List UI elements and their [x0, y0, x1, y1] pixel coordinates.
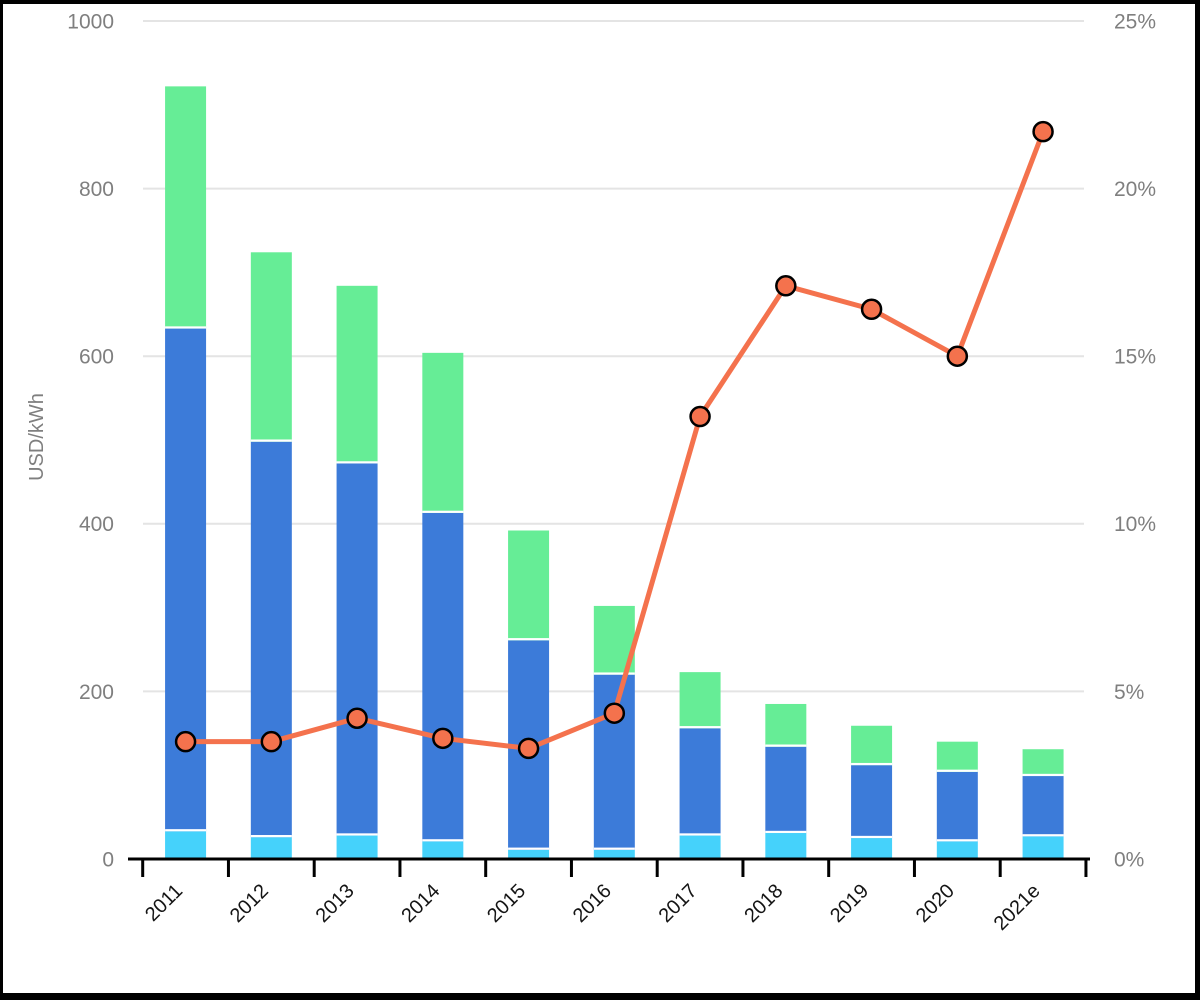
- data-point-marker-2011: [174, 730, 197, 753]
- left-tick-label: 1000: [67, 10, 114, 33]
- x-tick-label: 2015: [483, 880, 530, 927]
- bar-2011-bottom-segment-cyan: [165, 831, 207, 859]
- bar-segment-separator: [765, 830, 807, 834]
- bar-segment-separator: [508, 847, 550, 850]
- bar-2020-top-segment-green: [936, 741, 978, 772]
- bar-2019-bottom-segment-cyan: [851, 838, 893, 859]
- bar-2013-middle-segment-blue: [336, 463, 378, 836]
- data-point-marker-2016: [603, 702, 626, 724]
- bar-2015-top-segment-green: [508, 530, 550, 641]
- bar-2011-top-segment-green: [165, 86, 207, 329]
- bar-segment-separator: [851, 762, 893, 766]
- bar-segment-separator: [1022, 834, 1064, 837]
- bar-segment-separator: [422, 510, 464, 513]
- data-point-marker-2017: [689, 405, 711, 428]
- bar-2020-middle-segment-blue: [936, 771, 978, 842]
- x-tick-label: 2018: [740, 880, 787, 927]
- x-tick-label: 2019: [826, 880, 873, 927]
- data-point-marker-2014: [432, 727, 454, 750]
- bar-segment-separator: [336, 833, 378, 836]
- bar-2013-top-segment-green: [336, 285, 378, 464]
- right-tick-label: 10%: [1114, 513, 1156, 536]
- bar-segment-separator: [422, 839, 464, 842]
- x-tick-label: 2016: [569, 880, 616, 927]
- data-point-marker-2013: [346, 707, 368, 729]
- bar-2014-middle-segment-blue: [422, 512, 464, 842]
- data-point-marker-2012: [260, 730, 283, 753]
- data-point-marker-2015: [517, 737, 540, 760]
- bar-2012-top-segment-green: [250, 252, 292, 442]
- bar-2011-middle-segment-blue: [165, 328, 207, 832]
- bar-2014-top-segment-green: [422, 352, 464, 513]
- bar-segment-separator: [679, 833, 721, 836]
- bar-2013-bottom-segment-cyan: [336, 835, 378, 859]
- bar-segment-separator: [593, 672, 635, 675]
- bar-2021e-bottom-segment-cyan: [1022, 836, 1064, 859]
- stacked-bars: [165, 86, 1064, 859]
- left-tick-label: 200: [79, 681, 114, 704]
- data-point-marker-2019: [860, 298, 883, 321]
- trend-line-series: [174, 120, 1054, 760]
- left-tick-label: 400: [79, 513, 114, 536]
- right-tick-label: 5%: [1114, 681, 1144, 704]
- bar-segment-separator: [765, 744, 807, 747]
- right-tick-label: 0%: [1114, 848, 1144, 871]
- right-tick-label: 25%: [1114, 10, 1156, 33]
- bar-segment-separator: [593, 847, 635, 850]
- bar-2021e-middle-segment-blue: [1022, 776, 1064, 837]
- bar-2019-top-segment-green: [851, 725, 893, 766]
- bar-segment-separator: [165, 326, 207, 329]
- bar-segment-separator: [851, 835, 893, 839]
- bar-2020-bottom-segment-cyan: [936, 841, 978, 859]
- data-point-marker-2020: [946, 345, 969, 367]
- data-point-marker-2021e: [1032, 120, 1054, 143]
- bar-2012-bottom-segment-cyan: [250, 837, 292, 859]
- bar-2012-middle-segment-blue: [250, 441, 292, 838]
- left-tick-label: 800: [79, 178, 114, 201]
- bar-segment-separator: [679, 726, 721, 729]
- left-axis-title: USD/kWh: [26, 393, 48, 481]
- bar-segment-separator: [936, 839, 978, 842]
- bar-segment-separator: [1022, 773, 1064, 777]
- bar-2018-middle-segment-blue: [765, 746, 807, 834]
- bar-segment-separator: [336, 461, 378, 464]
- bar-2018-top-segment-green: [765, 703, 807, 747]
- combo-chart: 1000 800 600 400 200 0 25% 20% 15% 10% 5% 0% 2011 201…: [26, 10, 1156, 935]
- data-point-marker-2018: [775, 275, 797, 297]
- x-tick-label: 2020: [912, 880, 959, 927]
- bar-segment-separator: [250, 835, 292, 838]
- bar-2017-middle-segment-blue: [679, 728, 721, 836]
- x-tick-label: 2012: [226, 880, 273, 927]
- bar-2018-bottom-segment-cyan: [765, 833, 807, 859]
- bar-segment-separator: [936, 769, 978, 772]
- bar-2021e-top-segment-green: [1022, 749, 1064, 777]
- bar-2016-middle-segment-blue: [593, 674, 635, 850]
- x-tick-label: 2014: [397, 880, 444, 927]
- bar-2019-middle-segment-blue: [851, 765, 893, 839]
- bar-2014-bottom-segment-cyan: [422, 841, 464, 859]
- x-tick-label: 2011: [141, 880, 187, 926]
- left-tick-label: 600: [79, 346, 114, 369]
- bar-2016-bottom-segment-cyan: [593, 849, 635, 859]
- right-tick-label: 15%: [1114, 346, 1156, 369]
- right-tick-label: 20%: [1114, 178, 1156, 201]
- bar-segment-separator: [165, 829, 207, 832]
- bar-2017-bottom-segment-cyan: [679, 835, 721, 859]
- left-tick-label: 0: [102, 848, 114, 871]
- x-tick-label: 2013: [312, 880, 359, 927]
- bar-2017-top-segment-green: [679, 672, 721, 729]
- x-tick-label: 2017: [655, 880, 702, 927]
- x-axis: [128, 857, 1090, 877]
- bar-segment-separator: [508, 638, 550, 641]
- x-tick-label: 2021e: [990, 880, 1045, 935]
- bar-2015-bottom-segment-cyan: [508, 849, 550, 859]
- bar-segment-separator: [250, 439, 292, 442]
